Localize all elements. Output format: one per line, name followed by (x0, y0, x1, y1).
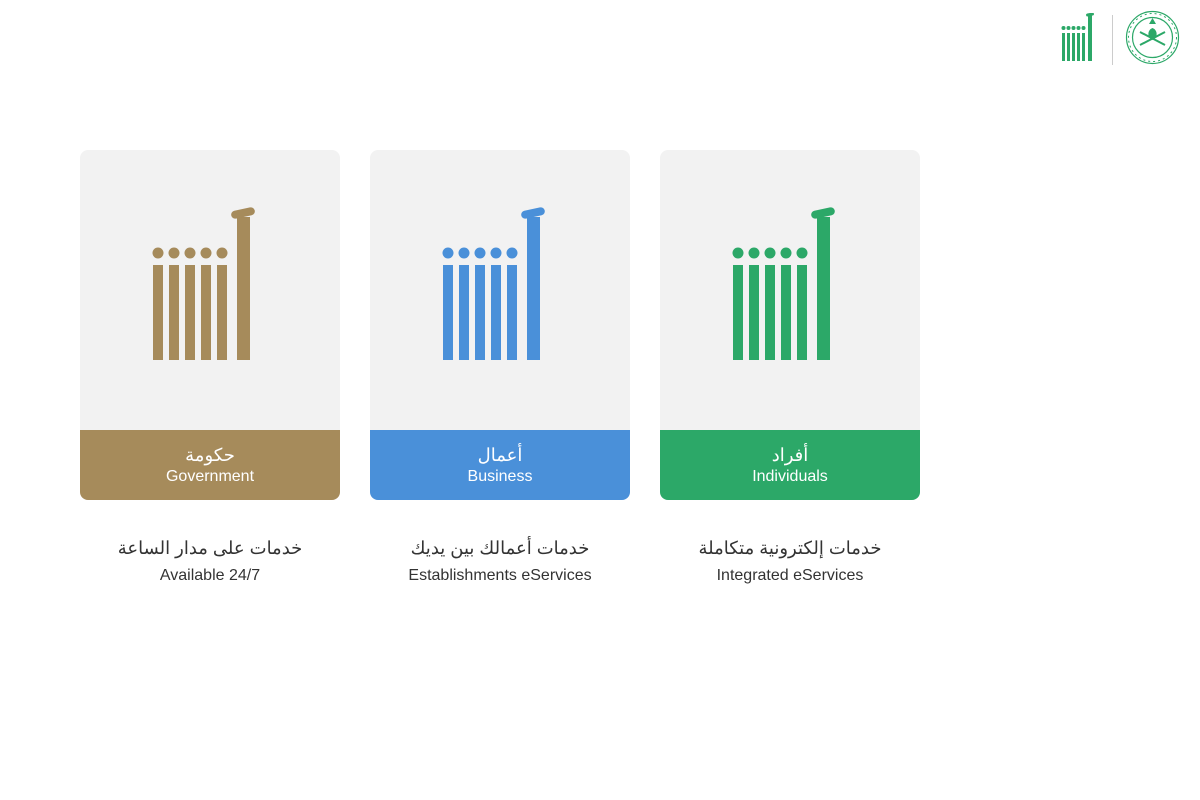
absher-business-icon (435, 205, 565, 375)
individuals-label-ar: أفراد (772, 445, 809, 466)
business-tagline: خدمات أعمالك بين يديك Establishments eSe… (408, 538, 591, 585)
government-tagline-en: Available 24/7 (118, 567, 303, 585)
individuals-card-label: أفراد Individuals (660, 430, 920, 500)
absher-individuals-icon (725, 205, 855, 375)
business-label-ar: أعمال (478, 445, 523, 466)
business-tagline-en: Establishments eServices (408, 567, 591, 585)
business-card-label: أعمال Business (370, 430, 630, 500)
government-card-icon-area (80, 150, 340, 430)
moi-emblem-icon (1125, 10, 1180, 70)
absher-logo-small (1060, 13, 1100, 68)
government-tagline-ar: خدمات على مدار الساعة (118, 538, 303, 559)
individuals-tagline-ar: خدمات إلكترونية متكاملة (699, 538, 882, 559)
individuals-tagline: خدمات إلكترونية متكاملة Integrated eServ… (699, 538, 882, 585)
individuals-label-en: Individuals (752, 468, 828, 486)
absher-government-icon (145, 205, 275, 375)
government-card[interactable]: حكومة Government خدمات على مدار الساعة A… (80, 150, 340, 585)
individuals-card[interactable]: أفراد Individuals خدمات إلكترونية متكامل… (660, 150, 920, 585)
header-divider (1112, 15, 1113, 65)
government-label-ar: حكومة (185, 445, 235, 466)
service-cards-container: حكومة Government خدمات على مدار الساعة A… (80, 150, 920, 585)
header (1060, 10, 1180, 70)
business-card[interactable]: أعمال Business خدمات أعمالك بين يديك Est… (370, 150, 630, 585)
government-tagline: خدمات على مدار الساعة Available 24/7 (118, 538, 303, 585)
government-card-label: حكومة Government (80, 430, 340, 500)
business-card-icon-area (370, 150, 630, 430)
government-label-en: Government (166, 468, 254, 486)
individuals-card-icon-area (660, 150, 920, 430)
individuals-tagline-en: Integrated eServices (699, 567, 882, 585)
business-tagline-ar: خدمات أعمالك بين يديك (408, 538, 591, 559)
business-label-en: Business (468, 468, 533, 486)
